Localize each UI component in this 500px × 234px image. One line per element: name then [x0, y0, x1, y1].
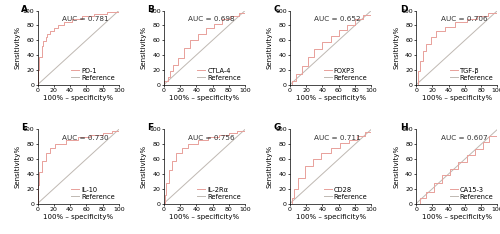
Text: E: E — [21, 123, 28, 132]
Text: AUC = 0.756: AUC = 0.756 — [188, 135, 234, 141]
Text: B: B — [148, 5, 154, 14]
Text: AUC = 0.698: AUC = 0.698 — [188, 16, 234, 22]
Legend: IL-2Rα, Reference: IL-2Rα, Reference — [196, 186, 242, 200]
X-axis label: 100% – specificity%: 100% – specificity% — [296, 214, 366, 220]
Y-axis label: Sensitivity%: Sensitivity% — [393, 26, 399, 69]
Legend: PD-1, Reference: PD-1, Reference — [70, 67, 116, 81]
X-axis label: 100% – specificity%: 100% – specificity% — [43, 95, 114, 101]
X-axis label: 100% – specificity%: 100% – specificity% — [170, 214, 240, 220]
Text: AUC = 0.781: AUC = 0.781 — [62, 16, 108, 22]
Y-axis label: Sensitivity%: Sensitivity% — [267, 26, 273, 69]
X-axis label: 100% – specificity%: 100% – specificity% — [422, 214, 492, 220]
Y-axis label: Sensitivity%: Sensitivity% — [393, 145, 399, 188]
Text: G: G — [274, 123, 281, 132]
Text: A: A — [21, 5, 28, 14]
X-axis label: 100% – specificity%: 100% – specificity% — [43, 214, 114, 220]
X-axis label: 100% – specificity%: 100% – specificity% — [170, 95, 240, 101]
Text: AUC = 0.706: AUC = 0.706 — [440, 16, 487, 22]
Y-axis label: Sensitivity%: Sensitivity% — [141, 145, 147, 188]
Legend: TGF-β, Reference: TGF-β, Reference — [449, 67, 494, 81]
Text: AUC = 0.652: AUC = 0.652 — [314, 16, 361, 22]
Text: AUC = 0.730: AUC = 0.730 — [62, 135, 108, 141]
X-axis label: 100% – specificity%: 100% – specificity% — [422, 95, 492, 101]
Text: H: H — [400, 123, 407, 132]
Y-axis label: Sensitivity%: Sensitivity% — [14, 26, 20, 69]
Text: C: C — [274, 5, 280, 14]
Legend: IL-10, Reference: IL-10, Reference — [70, 186, 116, 200]
Text: AUC = 0.607: AUC = 0.607 — [440, 135, 487, 141]
Y-axis label: Sensitivity%: Sensitivity% — [267, 145, 273, 188]
Text: D: D — [400, 5, 407, 14]
Legend: CA15-3, Reference: CA15-3, Reference — [449, 186, 494, 200]
Y-axis label: Sensitivity%: Sensitivity% — [14, 145, 20, 188]
Text: AUC = 0.711: AUC = 0.711 — [314, 135, 361, 141]
Legend: CTLA-4, Reference: CTLA-4, Reference — [196, 67, 242, 81]
Y-axis label: Sensitivity%: Sensitivity% — [141, 26, 147, 69]
X-axis label: 100% – specificity%: 100% – specificity% — [296, 95, 366, 101]
Legend: CD28, Reference: CD28, Reference — [323, 186, 368, 200]
Text: F: F — [148, 123, 154, 132]
Legend: FOXP3, Reference: FOXP3, Reference — [323, 67, 368, 81]
